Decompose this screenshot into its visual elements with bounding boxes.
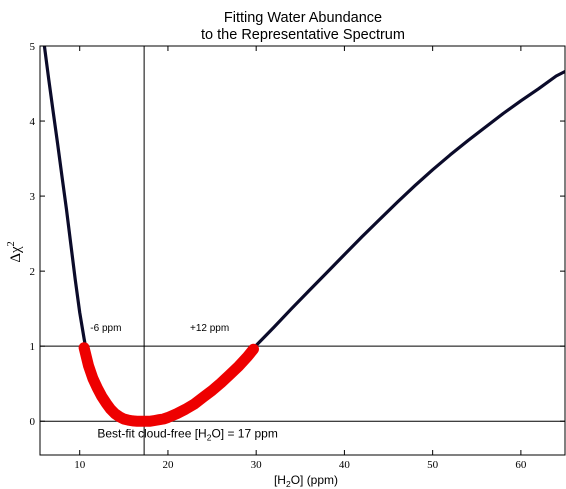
series-clip-group (42, 46, 565, 427)
chart-title-line-1: Fitting Water Abundance (224, 10, 382, 26)
x-tick-label-10: 10 (74, 459, 86, 471)
y-tick-label-5: 5 (30, 41, 36, 53)
axis-ticks (40, 45, 565, 455)
annotation-plus-error: +12 ppm (190, 323, 229, 334)
y-axis-label-main: Δχ (8, 246, 24, 263)
best-fit-subscript: 2 (207, 433, 212, 443)
annotation-best-fit: Best-fit cloud-free [H2O] = 17 ppm (97, 427, 277, 443)
series-red-confidence-region (78, 342, 259, 427)
best-fit-suffix: O] = 17 ppm (211, 427, 277, 441)
series-delta-chi2-curve (42, 46, 565, 423)
series-layer (42, 46, 565, 427)
x-tick-label-50: 50 (427, 459, 439, 471)
y-axis-label: Δχ2 (6, 241, 24, 262)
x-tick-label-20: 20 (162, 459, 174, 471)
x-tick-label-40: 40 (339, 459, 351, 471)
axis-tick-labels: 10 20 30 40 50 60 0 1 2 3 4 5 (30, 41, 527, 471)
x-axis-label-suffix: O] (ppm) (291, 473, 338, 487)
x-tick-label-60: 60 (515, 459, 527, 471)
annotations: -6 ppm +12 ppm Best-fit cloud-free [H2O]… (90, 323, 278, 443)
y-tick-label-2: 2 (30, 266, 36, 278)
x-tick-label-30: 30 (251, 459, 263, 471)
best-fit-prefix: Best-fit cloud-free [H (97, 427, 206, 441)
y-tick-label-4: 4 (30, 116, 36, 128)
y-axis-label-superscript: 2 (6, 241, 17, 246)
plot-frame (39, 45, 566, 456)
x-axis-label-subscript: 2 (286, 479, 291, 489)
y-axis-label-group: Δχ2 (6, 241, 24, 262)
chart-title-line-2: to the Representative Spectrum (201, 27, 405, 43)
y-tick-label-1: 1 (30, 341, 36, 353)
y-tick-label-3: 3 (30, 191, 36, 203)
y-tick-label-0: 0 (30, 416, 36, 428)
chart-title: Fitting Water Abundance to the Represent… (201, 10, 405, 43)
annotation-minus-error: -6 ppm (90, 323, 121, 334)
x-axis-label: [H2O] (ppm) (274, 473, 338, 489)
reference-lines (40, 46, 565, 455)
x-axis-label-prefix: [H (274, 473, 286, 487)
